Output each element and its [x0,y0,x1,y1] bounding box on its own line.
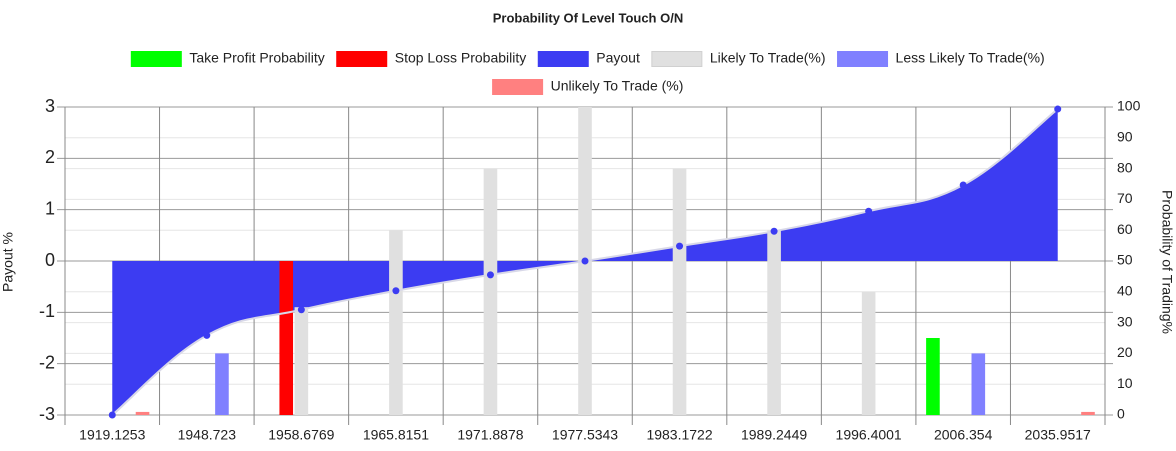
bar [926,338,940,415]
legend-swatch [651,51,703,67]
x-tick-label: 1919.1253 [79,427,145,443]
bar [294,307,309,415]
bar [971,353,986,415]
legend: Take Profit Probability Stop Loss Probabi… [130,50,1045,95]
payout-point [581,257,589,265]
y2-tick-label: 90 [1117,129,1133,145]
bar [135,411,150,415]
legend-item[interactable]: Likely To Trade(%) [651,50,826,67]
payout-point [108,411,116,419]
x-tick-label: 1977.5343 [552,427,618,443]
payout-area [112,109,1058,415]
y2-tick-label: 50 [1117,252,1133,268]
legend-swatch [492,79,544,95]
y-tick-label: -2 [39,352,55,372]
legend-item[interactable]: Payout [537,50,640,67]
x-tick-label: 2006.354 [934,427,993,443]
y-tick-label: 1 [45,198,55,218]
bar [861,291,876,415]
bar [279,261,294,415]
bar [215,353,229,415]
x-tick-label: 1971.8878 [457,427,523,443]
payout-point [486,271,494,279]
y2-tick-label: 80 [1117,159,1133,175]
legend-item[interactable]: Stop Loss Probability [336,50,527,67]
y-axis-title: Payout % [0,232,16,292]
y-tick-label: -3 [39,404,55,424]
legend-swatch [130,51,182,67]
bar [767,230,781,415]
x-tick-label: 1989.2449 [741,427,807,443]
legend-swatch [837,51,889,67]
y-tick-label: 2 [45,147,55,167]
x-tick-label: 1958.6769 [268,427,334,443]
y2-tick-label: 0 [1117,406,1125,422]
legend-label: Payout [596,50,640,66]
legend-item[interactable]: Less Likely To Trade(%) [837,50,1045,67]
y2-tick-label: 10 [1117,375,1133,391]
payout-point [865,207,873,215]
y2-tick-label: 60 [1117,221,1133,237]
bar [389,230,403,415]
legend-item[interactable]: Unlikely To Trade (%) [492,78,684,95]
payout-point [770,227,778,235]
legend-label: Unlikely To Trade (%) [551,78,684,94]
payout-point [676,242,684,250]
legend-label: Less Likely To Trade(%) [896,50,1045,66]
y2-tick-label: 30 [1117,313,1133,329]
y-tick-label: -1 [39,301,55,321]
x-tick-label: 1983.1722 [646,427,712,443]
bar [1081,411,1095,415]
y2-tick-label: 100 [1117,98,1141,114]
y2-tick-label: 40 [1117,283,1133,299]
legend-swatch [336,51,388,67]
legend-label: Stop Loss Probability [395,50,527,66]
y2-axis-title: Probability of Trading% [1159,190,1175,334]
payout-point [1054,105,1062,113]
x-tick-label: 2035.9517 [1025,427,1091,443]
bar [672,168,687,415]
chart-title: Probability Of Level Touch O/N [493,10,683,25]
x-tick-label: 1965.8151 [363,427,429,443]
payout-point [203,331,211,339]
y-tick-label: 0 [45,250,55,270]
bar [483,168,498,415]
y-tick-label: 3 [45,96,55,116]
payout-point [392,287,400,295]
payout-point [959,181,967,189]
y2-tick-label: 70 [1117,190,1133,206]
x-tick-label: 1948.723 [178,427,237,443]
payout-point [297,306,305,314]
legend-label: Take Profit Probability [189,50,324,66]
x-tick-label: 1996.4001 [836,427,902,443]
legend-item[interactable]: Take Profit Probability [130,50,325,67]
legend-swatch [537,51,589,67]
legend-label: Likely To Trade(%) [710,50,826,66]
y2-tick-label: 20 [1117,344,1133,360]
